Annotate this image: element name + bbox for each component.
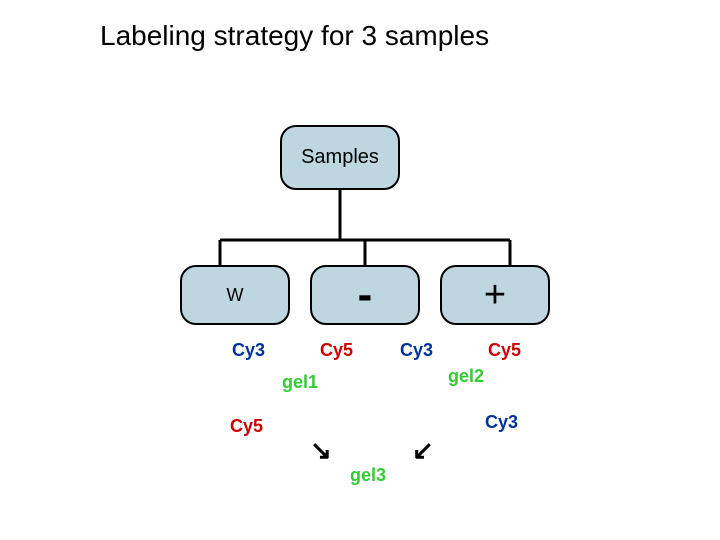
label-cy3-a: Cy3 [232, 340, 265, 361]
node-w: W [180, 265, 290, 325]
label-cy5-c: Cy5 [230, 416, 263, 437]
node-samples-label: Samples [301, 146, 379, 169]
label-gel1: gel1 [282, 372, 318, 393]
node-minus-label: - [358, 270, 373, 320]
node-plus: + [440, 265, 550, 325]
diagram-title: Labeling strategy for 3 samples [100, 20, 489, 52]
node-plus-label: + [484, 274, 506, 317]
node-samples: Samples [280, 125, 400, 190]
node-w-label: W [227, 285, 244, 306]
arrow-right-icon: ↙ [412, 435, 434, 466]
label-gel2: gel2 [448, 366, 484, 387]
label-cy3-b: Cy3 [400, 340, 433, 361]
arrow-left-icon: ↘ [310, 435, 332, 466]
label-gel3: gel3 [350, 465, 386, 486]
label-cy5-b: Cy5 [488, 340, 521, 361]
label-cy5-a: Cy5 [320, 340, 353, 361]
node-minus: - [310, 265, 420, 325]
label-cy3-c: Cy3 [485, 412, 518, 433]
